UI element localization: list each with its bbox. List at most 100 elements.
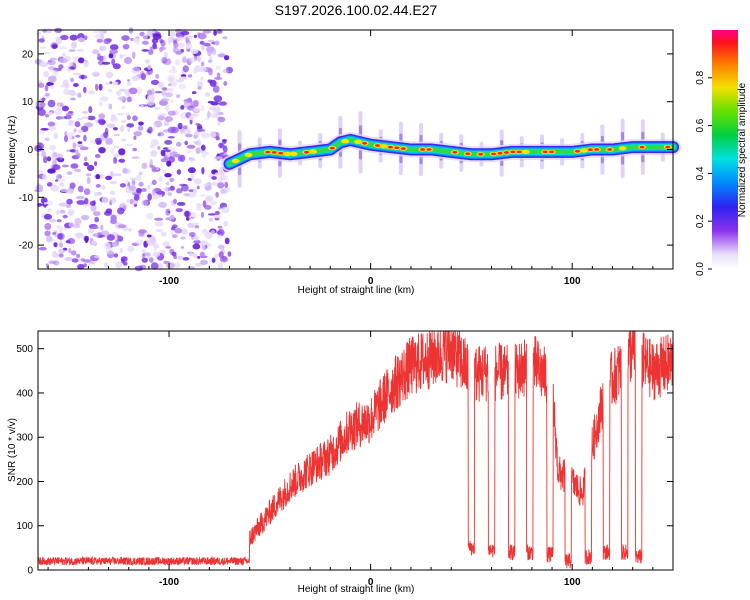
noise-speckle (108, 103, 113, 110)
noise-speckle (103, 55, 107, 62)
noise-speckle (77, 263, 85, 270)
noise-speckle (201, 144, 206, 151)
noise-speckle (106, 250, 114, 255)
noise-speckle (217, 182, 225, 189)
noise-speckle (55, 179, 59, 182)
noise-speckle (193, 178, 202, 185)
noise-speckle (213, 253, 219, 260)
noise-speckle (207, 100, 215, 104)
noise-speckle (182, 257, 190, 261)
noise-speckle (161, 57, 168, 64)
noise-speckle (85, 173, 92, 177)
noise-speckle (55, 157, 62, 161)
noise-speckle (105, 208, 113, 214)
noise-speckle (200, 259, 208, 265)
noise-speckle (214, 40, 220, 46)
noise-speckle (88, 90, 96, 95)
noise-speckle (110, 218, 117, 225)
noise-speckle (44, 137, 50, 142)
ridge-peak (516, 150, 523, 154)
noise-speckle (207, 110, 211, 119)
noise-speckle (45, 235, 53, 242)
noise-speckle (83, 188, 91, 196)
noise-speckle (166, 160, 172, 167)
noise-speckle (63, 88, 70, 95)
noise-speckle (167, 126, 176, 134)
noise-speckle (197, 138, 201, 147)
noise-speckle (43, 201, 48, 205)
snr-ytick-label: 500 (16, 344, 33, 355)
ridge-hotspot (579, 148, 588, 153)
noise-speckle (101, 184, 106, 190)
noise-speckle (210, 48, 217, 55)
noise-speckle (141, 187, 147, 192)
noise-speckle (86, 164, 95, 172)
noise-speckle (205, 195, 214, 203)
noise-speckle (103, 38, 111, 45)
noise-speckle (127, 79, 130, 82)
noise-speckle (49, 57, 58, 61)
noise-speckle (207, 59, 213, 63)
noise-speckle (193, 107, 201, 112)
noise-speckle (197, 32, 207, 40)
noise-speckle (216, 28, 223, 34)
noise-speckle (126, 115, 131, 121)
noise-speckle (105, 82, 111, 85)
noise-speckle (175, 28, 183, 34)
noise-speckle (200, 211, 205, 218)
noise-speckle (44, 84, 49, 92)
noise-speckle (177, 156, 183, 162)
noise-speckle (66, 171, 73, 176)
noise-speckle (109, 49, 118, 54)
colorbar: 0.0 0.2 0.4 0.6 0.8 Normalized spectral ampl… (695, 30, 748, 276)
noise-speckle (61, 164, 69, 168)
noise-speckle (199, 194, 206, 197)
noise-speckle (83, 162, 89, 167)
noise-speckle (185, 133, 193, 138)
noise-speckle (223, 55, 230, 61)
noise-speckle (109, 44, 119, 51)
noise-speckle (44, 230, 51, 237)
noise-speckle (214, 172, 222, 176)
noise-speckle (70, 250, 77, 256)
ridge-peak (478, 152, 484, 156)
ridge-peak (278, 151, 284, 155)
ridge-peak (665, 145, 671, 149)
ridge-peak (374, 144, 381, 147)
ridge-hotspot (309, 149, 317, 154)
noise-speckle (211, 176, 217, 180)
noise-speckle (213, 30, 218, 36)
noise-speckle (36, 80, 44, 84)
noise-speckle (113, 173, 122, 177)
noise-speckle (99, 45, 107, 52)
snr-ylabel: SNR (10 * v/v) (7, 418, 18, 482)
noise-speckle (74, 232, 84, 237)
noise-speckle (150, 79, 160, 86)
noise-speckle (88, 106, 93, 114)
noise-speckle (193, 99, 199, 108)
noise-speckle (53, 242, 58, 248)
noise-speckle (146, 237, 155, 245)
noise-speckle (187, 35, 193, 39)
noise-speckle (73, 149, 79, 154)
noise-speckle (201, 245, 207, 251)
noise-speckle (106, 234, 115, 241)
noise-speckle (150, 262, 159, 270)
noise-speckle (75, 134, 81, 138)
noise-speckle (113, 127, 118, 131)
noise-speckle (56, 225, 60, 230)
noise-speckle (216, 230, 223, 235)
ridge-peak (329, 146, 335, 150)
snr-panel: -100 0 100 0 100 200 300 400 500 Height of strai… (7, 330, 674, 595)
noise-speckle (94, 34, 102, 40)
noise-speckle (59, 178, 66, 182)
noise-speckle (221, 138, 228, 143)
noise-speckle (66, 67, 70, 73)
noise-speckle (134, 265, 144, 272)
noise-speckle (169, 177, 175, 183)
noise-speckle (135, 39, 140, 46)
noise-speckle (109, 197, 117, 205)
spectrogram-ytick-label: 20 (22, 49, 34, 60)
noise-speckle (69, 182, 76, 189)
